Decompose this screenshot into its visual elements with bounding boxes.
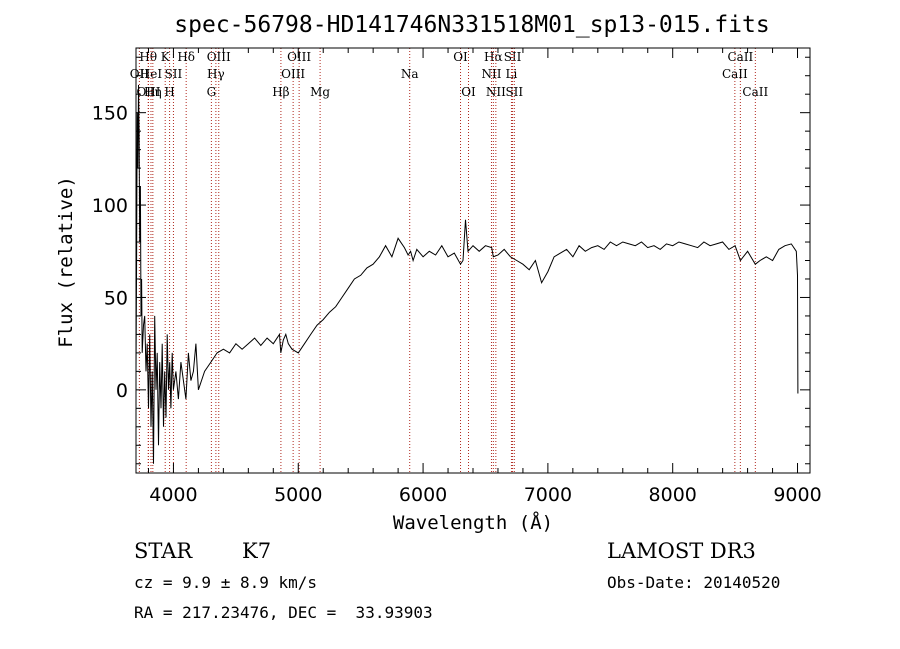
x-tick-label: 8000 (649, 484, 697, 506)
marker-label: Na (401, 67, 419, 81)
marker-label: Hγ (207, 67, 225, 81)
marker-label: SII (504, 50, 522, 64)
marker-label: Hβ (272, 85, 289, 99)
x-tick-label: 5000 (274, 484, 322, 506)
obs-date: Obs-Date: 20140520 (607, 573, 781, 592)
object-subclass: K7 (242, 539, 272, 563)
marker-label: HeI (140, 67, 163, 81)
marker-label: SII (505, 85, 523, 99)
marker-label: G (207, 85, 217, 99)
redshift-cz: cz = 9.9 ± 8.9 km/s (134, 573, 318, 592)
survey-name: LAMOST DR3 (607, 539, 756, 563)
marker-label: SII (165, 67, 183, 81)
x-axis-label: Wavelength (Å) (393, 511, 553, 534)
object-class: STAR (134, 539, 193, 563)
x-tick-label: 9000 (773, 484, 821, 506)
x-tick-label: 6000 (399, 484, 447, 506)
axis-ticks: 4000 5000 6000 7000 8000 9000 0 50 100 150 (92, 48, 822, 506)
marker-label: OI (461, 85, 476, 99)
y-tick-label: 50 (104, 287, 128, 309)
spectrum-line (135, 84, 799, 464)
marker-label: OIII (136, 85, 160, 99)
marker-label: CaII (722, 67, 748, 81)
marker-label: NII (481, 67, 501, 81)
marker-label: K (161, 50, 171, 64)
y-tick-label: 150 (92, 103, 128, 125)
marker-label: Hα (484, 50, 503, 64)
y-tick-label: 0 (116, 380, 128, 402)
coordinates: RA = 217.23476, DEC = 33.93903 (134, 603, 433, 622)
marker-label: Hη (144, 85, 162, 99)
marker-label: OI (453, 50, 468, 64)
marker-label: OII (130, 67, 150, 81)
marker-label: OIII (207, 50, 231, 64)
marker-label: NII (486, 85, 506, 99)
marker-label: CaII (727, 50, 753, 64)
chart-title: spec-56798-HD141746N331518M01_sp13-015.f… (174, 12, 769, 38)
marker-label: Mg (310, 85, 330, 99)
y-axis-label: Flux (relative) (55, 176, 77, 348)
marker-label: OIII (287, 50, 311, 64)
marker-label: OIII (281, 67, 305, 81)
x-tick-label: 4000 (149, 484, 197, 506)
x-tick-label: 7000 (524, 484, 572, 506)
marker-label: Li (506, 67, 518, 81)
y-tick-label: 100 (92, 195, 128, 217)
plot-frame (135, 47, 811, 474)
marker-label: H (164, 85, 174, 99)
marker-label: Hδ (177, 50, 195, 64)
marker-label: CaII (742, 85, 768, 99)
